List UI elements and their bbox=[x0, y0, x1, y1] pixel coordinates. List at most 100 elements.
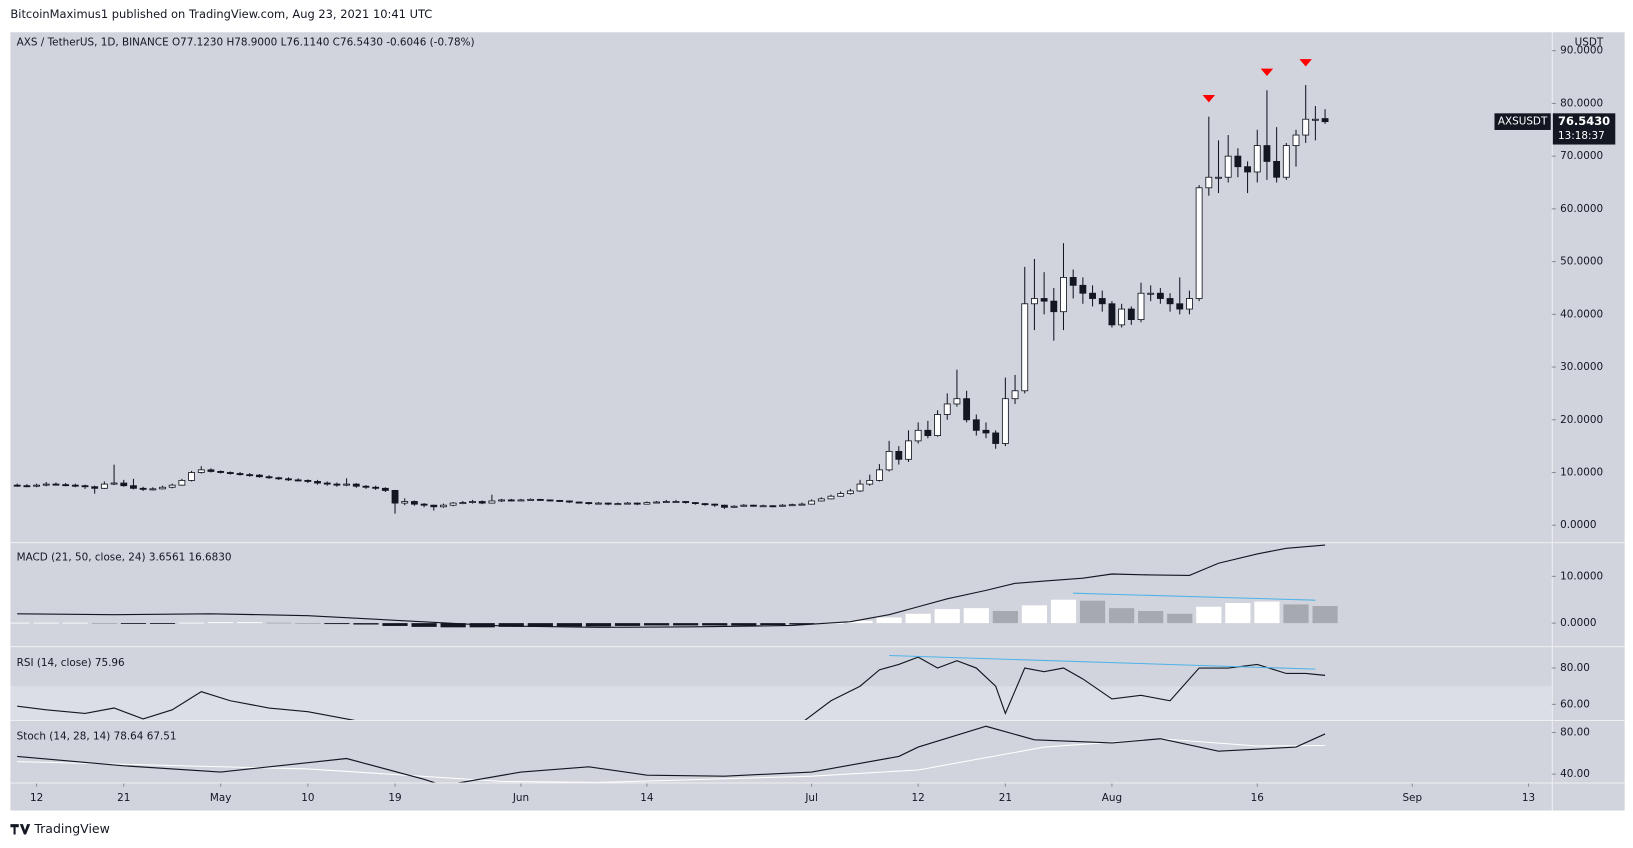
price-tag bbox=[1552, 113, 1616, 145]
candle-body bbox=[885, 450, 893, 471]
candle-body bbox=[788, 504, 796, 507]
ohlc-label: C bbox=[333, 37, 340, 49]
candle-body bbox=[401, 501, 409, 504]
plot bbox=[10, 654, 1552, 721]
y-tick-label: 60.0000 bbox=[1560, 203, 1603, 215]
candle-body bbox=[1282, 145, 1290, 178]
histogram-bar bbox=[149, 623, 176, 624]
divergence-line bbox=[1073, 592, 1316, 601]
indicator-title: Stoch (14, 28, 14) bbox=[17, 731, 111, 743]
candle-body bbox=[488, 500, 496, 504]
candle-body bbox=[769, 505, 777, 508]
candle-body bbox=[808, 500, 816, 505]
stoch-k-line bbox=[17, 725, 1326, 783]
candle-body bbox=[633, 502, 641, 505]
ohlc-value: 76.1140 bbox=[286, 37, 329, 49]
candle-body bbox=[527, 498, 535, 501]
histogram-bar bbox=[1254, 601, 1280, 624]
candle-body bbox=[1021, 303, 1029, 392]
candle-body bbox=[207, 469, 215, 472]
candle-body bbox=[265, 476, 273, 479]
candle-body bbox=[352, 483, 360, 487]
brand-logo bbox=[10, 824, 31, 835]
candle-body bbox=[246, 474, 254, 477]
rsi-band bbox=[10, 686, 1552, 721]
candle-body bbox=[149, 488, 157, 491]
candle-body bbox=[982, 429, 990, 434]
candle-body bbox=[837, 493, 845, 497]
candle-body bbox=[1166, 298, 1174, 305]
indicator-legend: RSI (14, close) 75.96 bbox=[17, 657, 125, 669]
candle-body bbox=[1273, 161, 1281, 178]
plot bbox=[13, 59, 1329, 514]
countdown: 13:18:37 bbox=[1558, 130, 1605, 142]
candle-body bbox=[924, 429, 932, 437]
histogram-bar bbox=[760, 623, 786, 625]
histogram-bar bbox=[1109, 608, 1135, 624]
candle-body bbox=[1001, 398, 1009, 444]
candle-body bbox=[159, 486, 166, 490]
ohlc-value: 78.9000 bbox=[234, 37, 277, 49]
candle-body bbox=[943, 403, 951, 415]
histogram-bar bbox=[324, 623, 350, 625]
x-tick-label: Sep bbox=[1402, 792, 1422, 804]
histogram-bar bbox=[905, 613, 931, 624]
candle-body bbox=[188, 472, 195, 481]
candle-body bbox=[71, 484, 79, 487]
candle-body bbox=[1060, 276, 1067, 313]
ohlc-label: L bbox=[281, 37, 287, 49]
candle-body bbox=[91, 486, 99, 489]
candle-body bbox=[217, 471, 225, 473]
x-tick-label: 16 bbox=[1251, 792, 1264, 804]
candle-body bbox=[779, 504, 786, 507]
candle-body bbox=[643, 502, 651, 505]
candle-body bbox=[197, 469, 205, 473]
candle-body bbox=[1069, 276, 1077, 286]
candle-body bbox=[42, 483, 50, 486]
candle-body bbox=[720, 504, 728, 508]
histogram-bar bbox=[440, 623, 466, 628]
candle-body bbox=[168, 484, 176, 488]
x-tick-label: 21 bbox=[117, 792, 130, 804]
candle-body bbox=[1253, 145, 1261, 173]
candle-body bbox=[759, 505, 767, 508]
y-tick-label: 10.0000 bbox=[1560, 467, 1603, 479]
histogram-bar bbox=[1167, 613, 1193, 624]
histogram-bar bbox=[62, 622, 88, 624]
y-tick-label: 0.0000 bbox=[1560, 519, 1596, 531]
histogram-bar bbox=[382, 623, 408, 626]
candle-body bbox=[469, 501, 476, 503]
candle-body bbox=[1224, 155, 1232, 178]
candle-body bbox=[662, 501, 670, 503]
plot bbox=[17, 725, 1326, 783]
x-tick-label: 10 bbox=[301, 792, 314, 804]
ohlc-label: O bbox=[172, 37, 180, 49]
x-tick-label: Jul bbox=[804, 792, 818, 804]
x-tick-label: 14 bbox=[640, 792, 654, 804]
indicator-title: MACD (21, 50, close, 24) bbox=[17, 552, 146, 564]
candle-body bbox=[740, 504, 748, 507]
candle-body bbox=[1311, 118, 1319, 121]
histogram-bar bbox=[876, 617, 902, 624]
histogram-bar bbox=[33, 622, 59, 624]
rsi-line bbox=[17, 656, 1326, 721]
y-tick-label: 40.00 bbox=[1560, 768, 1590, 780]
histogram-bar bbox=[1079, 600, 1106, 624]
histogram-bar bbox=[934, 609, 960, 624]
candle-body bbox=[226, 472, 234, 474]
candle-body bbox=[934, 414, 941, 437]
candle-body bbox=[536, 498, 544, 501]
histogram-bar bbox=[585, 623, 612, 627]
indicator-value: 67.51 bbox=[147, 731, 177, 743]
candle-body bbox=[517, 499, 525, 502]
change: -0.6046 (-0.78%) bbox=[386, 37, 474, 49]
candle-body bbox=[1195, 187, 1203, 299]
candle-body bbox=[33, 484, 40, 487]
candle-body bbox=[440, 504, 447, 508]
candle-body bbox=[585, 502, 593, 505]
histogram-bar bbox=[208, 622, 234, 624]
candle-body bbox=[556, 500, 564, 502]
plot bbox=[10, 544, 1338, 628]
histogram-bar bbox=[120, 623, 147, 624]
x-tick-label: 21 bbox=[999, 792, 1012, 804]
